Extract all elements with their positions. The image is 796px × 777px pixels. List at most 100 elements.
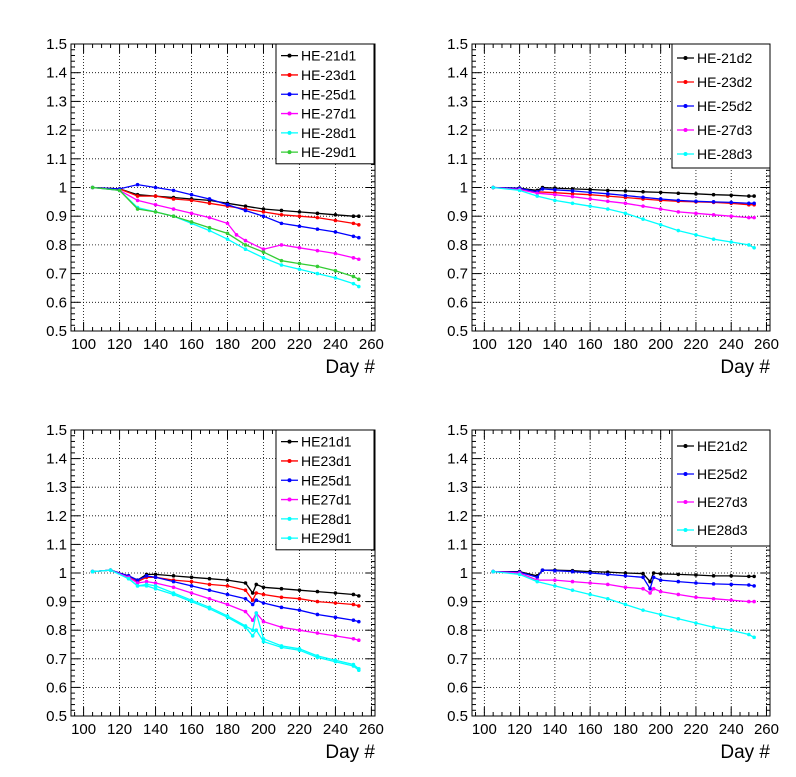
data-point xyxy=(651,571,656,575)
x-tick-label: 260 xyxy=(754,336,779,353)
legend-label: HE25d2 xyxy=(697,466,748,482)
legend-label: HE27d1 xyxy=(301,492,352,508)
data-point xyxy=(333,658,338,663)
data-point xyxy=(333,591,338,595)
data-point xyxy=(641,190,645,194)
y-tick-label: 1 xyxy=(59,565,67,582)
x-tick-label: 180 xyxy=(215,721,240,738)
data-point xyxy=(171,188,176,193)
data-point xyxy=(641,575,645,580)
data-point xyxy=(535,579,540,584)
data-point xyxy=(297,608,302,612)
series-line xyxy=(92,186,360,280)
data-point xyxy=(570,579,575,584)
y-tick-label: 0.7 xyxy=(46,651,67,668)
data-point xyxy=(153,575,158,580)
data-point xyxy=(694,199,698,204)
data-point xyxy=(297,588,302,592)
data-point xyxy=(641,204,645,208)
data-point xyxy=(694,233,698,237)
data-point xyxy=(261,585,266,590)
data-point xyxy=(641,571,645,576)
data-point xyxy=(570,194,575,199)
data-point xyxy=(694,595,698,600)
data-point xyxy=(279,586,284,591)
data-point xyxy=(171,579,176,584)
data-point xyxy=(135,194,140,198)
x-tick-label: 160 xyxy=(179,336,204,353)
data-point xyxy=(676,616,681,621)
data-point xyxy=(588,190,592,195)
data-point xyxy=(207,588,212,592)
data-point xyxy=(153,581,158,585)
y-tick-label: 0.8 xyxy=(447,622,468,639)
legend-swatch-marker xyxy=(287,150,292,155)
series-5 xyxy=(491,185,756,250)
data-point xyxy=(752,599,756,604)
data-point xyxy=(540,187,545,191)
data-point xyxy=(641,608,645,612)
x-tick-label: 120 xyxy=(507,721,532,738)
data-point xyxy=(540,568,545,572)
data-point xyxy=(171,214,176,218)
data-point xyxy=(357,604,361,608)
legend: HE-21d2 HE-23d2 HE-25d2 HE-27d3 HE-28d3 xyxy=(671,43,771,169)
data-point xyxy=(658,197,663,201)
data-point xyxy=(333,212,338,217)
data-point xyxy=(225,221,230,226)
legend-label: HE28d1 xyxy=(301,511,352,527)
series-line xyxy=(493,570,755,638)
x-tick-label: 260 xyxy=(359,721,384,738)
y-tick-label: 1.3 xyxy=(447,93,468,110)
legend-box xyxy=(275,43,375,165)
data-point xyxy=(605,192,610,196)
data-point xyxy=(279,644,284,648)
data-point xyxy=(623,571,628,575)
data-point xyxy=(658,572,663,576)
data-point xyxy=(623,602,628,607)
legend-swatch-marker xyxy=(683,152,688,156)
data-point xyxy=(588,581,592,585)
data-point xyxy=(189,598,194,602)
x-tick-label: 100 xyxy=(71,336,96,353)
data-point xyxy=(254,598,259,602)
x-tick-label: 260 xyxy=(754,721,779,738)
data-point xyxy=(694,621,698,625)
data-point xyxy=(135,584,140,588)
data-point xyxy=(315,264,320,269)
y-tick-label: 0.5 xyxy=(447,708,468,725)
x-tick-label: 200 xyxy=(648,721,673,738)
series-3 xyxy=(90,182,361,240)
data-point xyxy=(153,210,158,214)
data-point xyxy=(752,194,756,198)
data-point xyxy=(279,208,284,213)
data-point xyxy=(351,256,356,260)
series-line xyxy=(92,186,360,288)
data-point xyxy=(747,194,751,198)
data-point xyxy=(135,198,140,203)
data-point xyxy=(279,625,284,630)
data-point xyxy=(117,188,122,193)
data-point xyxy=(658,207,663,211)
data-point xyxy=(153,202,158,207)
data-point xyxy=(351,274,356,279)
x-tick-label: 220 xyxy=(683,721,708,738)
data-point xyxy=(752,215,756,220)
y-tick-label: 1.1 xyxy=(447,151,468,168)
data-point xyxy=(333,615,338,620)
data-point xyxy=(357,594,361,598)
data-point xyxy=(315,654,320,658)
data-point xyxy=(357,214,361,218)
data-point xyxy=(651,586,656,591)
x-axis-label: Day # xyxy=(720,357,770,378)
data-point xyxy=(207,605,212,610)
legend-swatch-marker xyxy=(287,458,292,463)
series-6 xyxy=(90,185,361,282)
data-point xyxy=(357,284,361,289)
data-point xyxy=(207,197,212,201)
data-point xyxy=(605,596,610,601)
y-tick-label: 1.4 xyxy=(46,451,67,468)
y-tick-label: 1.3 xyxy=(46,479,67,496)
x-axis-label: Day # xyxy=(720,742,770,763)
